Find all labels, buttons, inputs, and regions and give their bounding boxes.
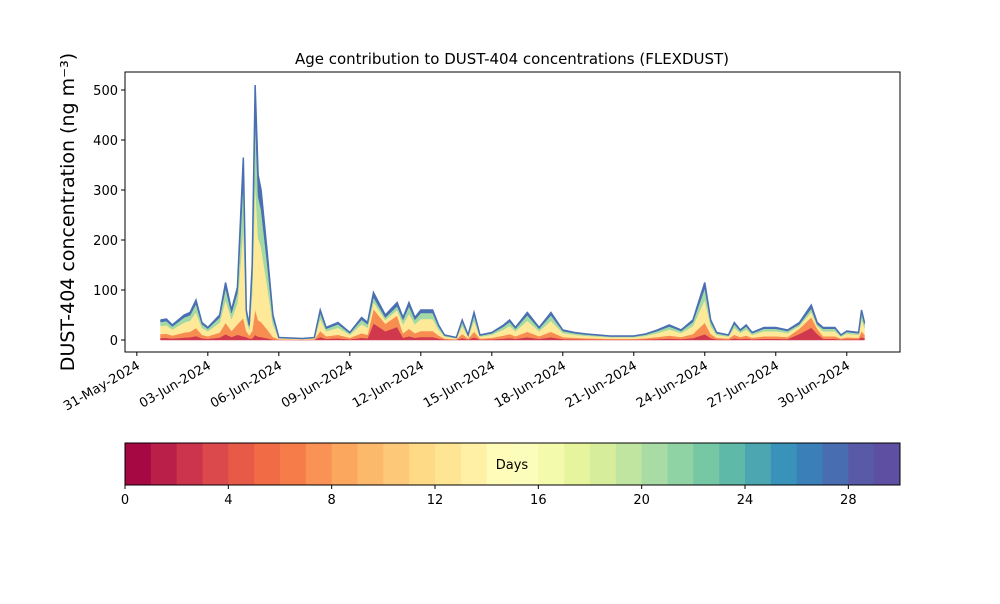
y-tick-label: 500 xyxy=(93,84,118,99)
colorbar-swatch xyxy=(331,443,358,485)
colorbar-swatch xyxy=(667,443,694,485)
colorbar-swatch xyxy=(641,443,668,485)
chart-title: Age contribution to DUST-404 concentrati… xyxy=(295,50,729,68)
colorbar-swatch xyxy=(254,443,281,485)
x-tick-label: 27-Jun-2024 xyxy=(705,358,782,411)
colorbar-swatch xyxy=(745,443,772,485)
x-tick-label: 12-Jun-2024 xyxy=(350,358,427,411)
colorbar-swatch xyxy=(435,443,462,485)
colorbar-swatch xyxy=(796,443,823,485)
y-tick-label: 200 xyxy=(93,234,118,249)
top-edge xyxy=(160,84,866,340)
x-tick-label: 06-Jun-2024 xyxy=(208,358,285,411)
x-tick-label: 24-Jun-2024 xyxy=(634,358,711,411)
colorbar-tick-label: 0 xyxy=(121,493,129,508)
colorbar-tick-label: 4 xyxy=(224,493,232,508)
colorbar-tick-label: 12 xyxy=(427,493,444,508)
x-tick-label: 09-Jun-2024 xyxy=(279,358,356,411)
colorbar-swatch xyxy=(848,443,875,485)
y-tick-label: 400 xyxy=(93,134,118,149)
colorbar-swatch xyxy=(383,443,410,485)
colorbar-tick-label: 20 xyxy=(633,493,650,508)
colorbar-swatch xyxy=(280,443,307,485)
colorbar-swatch xyxy=(590,443,617,485)
colorbar-swatch xyxy=(538,443,565,485)
colorbar-swatch xyxy=(512,443,539,485)
colorbar-swatch xyxy=(125,443,152,485)
colorbar-swatch xyxy=(357,443,384,485)
colorbar-tick-label: 24 xyxy=(737,493,754,508)
colorbar-swatch xyxy=(874,443,901,485)
x-tick-label: 15-Jun-2024 xyxy=(421,358,498,411)
colorbar-swatch xyxy=(176,443,203,485)
colorbar-swatch xyxy=(693,443,720,485)
colorbar-label: Days xyxy=(496,458,529,473)
colorbar-swatch xyxy=(409,443,436,485)
x-tick-label: 21-Jun-2024 xyxy=(563,358,640,411)
colorbar-tick-label: 8 xyxy=(328,493,336,508)
colorbar-swatch xyxy=(719,443,746,485)
plot-frame xyxy=(124,71,901,353)
colorbar-swatch xyxy=(460,443,488,485)
colorbar-swatch xyxy=(150,443,178,485)
colorbar-tick-label: 16 xyxy=(530,493,547,508)
x-tick-label: 30-Jun-2024 xyxy=(776,358,853,411)
colorbar-tick-label: 28 xyxy=(840,493,857,508)
colorbar-frame xyxy=(124,442,901,486)
colorbar-swatch xyxy=(228,443,255,485)
x-tick-label: 18-Jun-2024 xyxy=(492,358,569,411)
colorbar-swatch xyxy=(770,443,798,485)
y-tick-label: 0 xyxy=(110,334,118,349)
y-tick-label: 300 xyxy=(93,184,118,199)
colorbar-swatch xyxy=(615,443,643,485)
x-tick-label: 03-Jun-2024 xyxy=(137,358,214,411)
y-axis-label: DUST-404 concentration (ng m⁻³) xyxy=(57,53,79,371)
colorbar-swatch xyxy=(202,443,229,485)
y-tick-label: 100 xyxy=(93,284,118,299)
colorbar-swatch xyxy=(564,443,591,485)
colorbar-swatch xyxy=(822,443,849,485)
colorbar-swatch xyxy=(305,443,333,485)
colorbar-swatch xyxy=(486,443,513,485)
